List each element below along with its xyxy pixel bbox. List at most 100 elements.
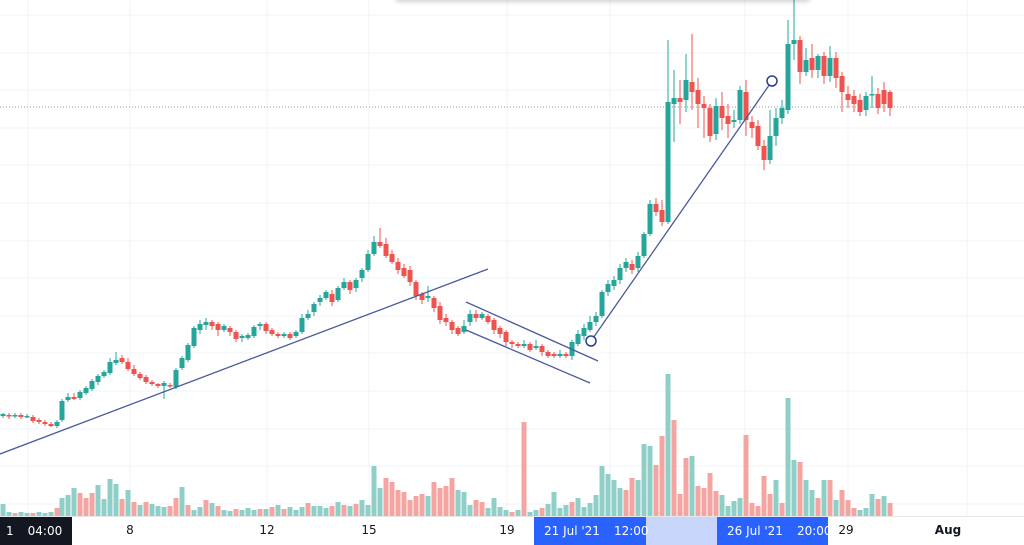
volume-bar — [365, 505, 371, 516]
candle — [761, 140, 767, 170]
volume-bar — [107, 479, 113, 516]
volume-bar — [599, 466, 605, 516]
candle — [647, 200, 653, 236]
volume-bar — [761, 476, 767, 516]
volume-bar — [821, 480, 827, 516]
candle — [401, 264, 407, 278]
volume-bar — [353, 504, 359, 516]
volume-bar — [497, 507, 503, 516]
volume-bar — [83, 498, 89, 516]
x-tick-aug: Aug — [934, 523, 962, 537]
time-tag-left: 1 04:00 — [0, 517, 73, 545]
candle — [125, 358, 131, 371]
time-tag-range-end[interactable]: 26 Jul '21 20:00 — [717, 517, 832, 545]
time-axis[interactable]: 1 04:00 8 12 15 19 21 Jul '21 12:00 26 Jul… — [0, 516, 1024, 545]
volume-bar — [377, 488, 383, 516]
candle — [12, 413, 18, 418]
candle — [119, 355, 125, 364]
candle — [257, 322, 263, 330]
candle — [179, 356, 185, 370]
volume-bar — [725, 506, 731, 516]
trendline-rising-support[interactable] — [0, 268, 489, 455]
selected-date-range[interactable] — [645, 517, 721, 545]
time-tag-range-start[interactable]: 21 Jul '21 12:00 — [534, 517, 649, 545]
candle — [521, 340, 527, 348]
candle — [203, 318, 209, 330]
candle — [425, 286, 431, 302]
trendline-breakout-support[interactable] — [590, 80, 773, 342]
volume-bar — [0, 504, 6, 516]
candle — [461, 320, 467, 334]
volume-bar — [245, 508, 251, 516]
volume-bar — [845, 500, 851, 516]
volume-bar — [341, 505, 347, 516]
candle — [347, 280, 353, 294]
volume-bar — [467, 505, 473, 516]
candle — [881, 82, 887, 112]
volume-bar — [395, 490, 401, 516]
volume-bar — [71, 488, 77, 516]
candle — [263, 322, 269, 334]
trendline-channel-upper[interactable] — [465, 301, 599, 362]
candle — [143, 375, 149, 384]
candle — [839, 72, 845, 112]
volume-bar — [539, 508, 545, 516]
candle — [845, 86, 851, 108]
candle — [42, 420, 48, 426]
volume-bar — [401, 492, 407, 516]
volume-bar — [701, 488, 707, 516]
candle — [18, 413, 24, 419]
candle — [785, 20, 791, 114]
candle — [36, 418, 42, 424]
candle — [527, 342, 533, 352]
volume-bar — [179, 487, 185, 516]
volume-bar — [161, 507, 167, 516]
volume-bar — [773, 480, 779, 516]
candle — [71, 393, 77, 400]
candle — [431, 296, 437, 312]
candle — [89, 379, 95, 391]
candle — [887, 90, 893, 116]
candle — [185, 343, 191, 362]
candle — [473, 310, 479, 322]
volume-bar — [869, 494, 875, 516]
volume-bar — [731, 501, 737, 516]
trendline-anchor-handle[interactable] — [766, 75, 778, 87]
volume-bar — [149, 504, 155, 516]
volume-bar — [485, 508, 491, 516]
volume-bar — [593, 495, 599, 516]
volume-bar — [203, 500, 209, 516]
volume-bar — [413, 496, 419, 516]
volume-bars — [0, 374, 893, 516]
trendline-drawings[interactable] — [0, 75, 778, 455]
volume-bar — [851, 508, 857, 516]
volume-bar — [749, 503, 755, 516]
candle — [593, 312, 599, 326]
candle — [449, 320, 455, 334]
trendline-anchor-handle[interactable] — [585, 335, 597, 347]
volume-bar — [383, 478, 389, 516]
candle — [65, 393, 71, 402]
candle — [59, 399, 65, 422]
candle — [491, 318, 497, 334]
candle — [155, 383, 161, 388]
candle — [251, 325, 257, 338]
volume-bar — [857, 510, 863, 516]
trendline-channel-lower[interactable] — [465, 329, 591, 384]
candle — [737, 86, 743, 124]
volume-bar — [431, 482, 437, 516]
volume-bar — [287, 507, 293, 516]
candle — [725, 104, 731, 138]
candle — [83, 386, 89, 395]
candle — [335, 286, 341, 302]
volume-bar — [209, 503, 215, 516]
volume-bar — [389, 482, 395, 516]
volume-bar — [563, 505, 569, 516]
volume-bar — [659, 436, 665, 516]
candle — [767, 110, 773, 164]
candle — [683, 54, 689, 112]
volume-bar — [647, 446, 653, 516]
candle — [48, 422, 54, 427]
candle — [107, 358, 113, 375]
